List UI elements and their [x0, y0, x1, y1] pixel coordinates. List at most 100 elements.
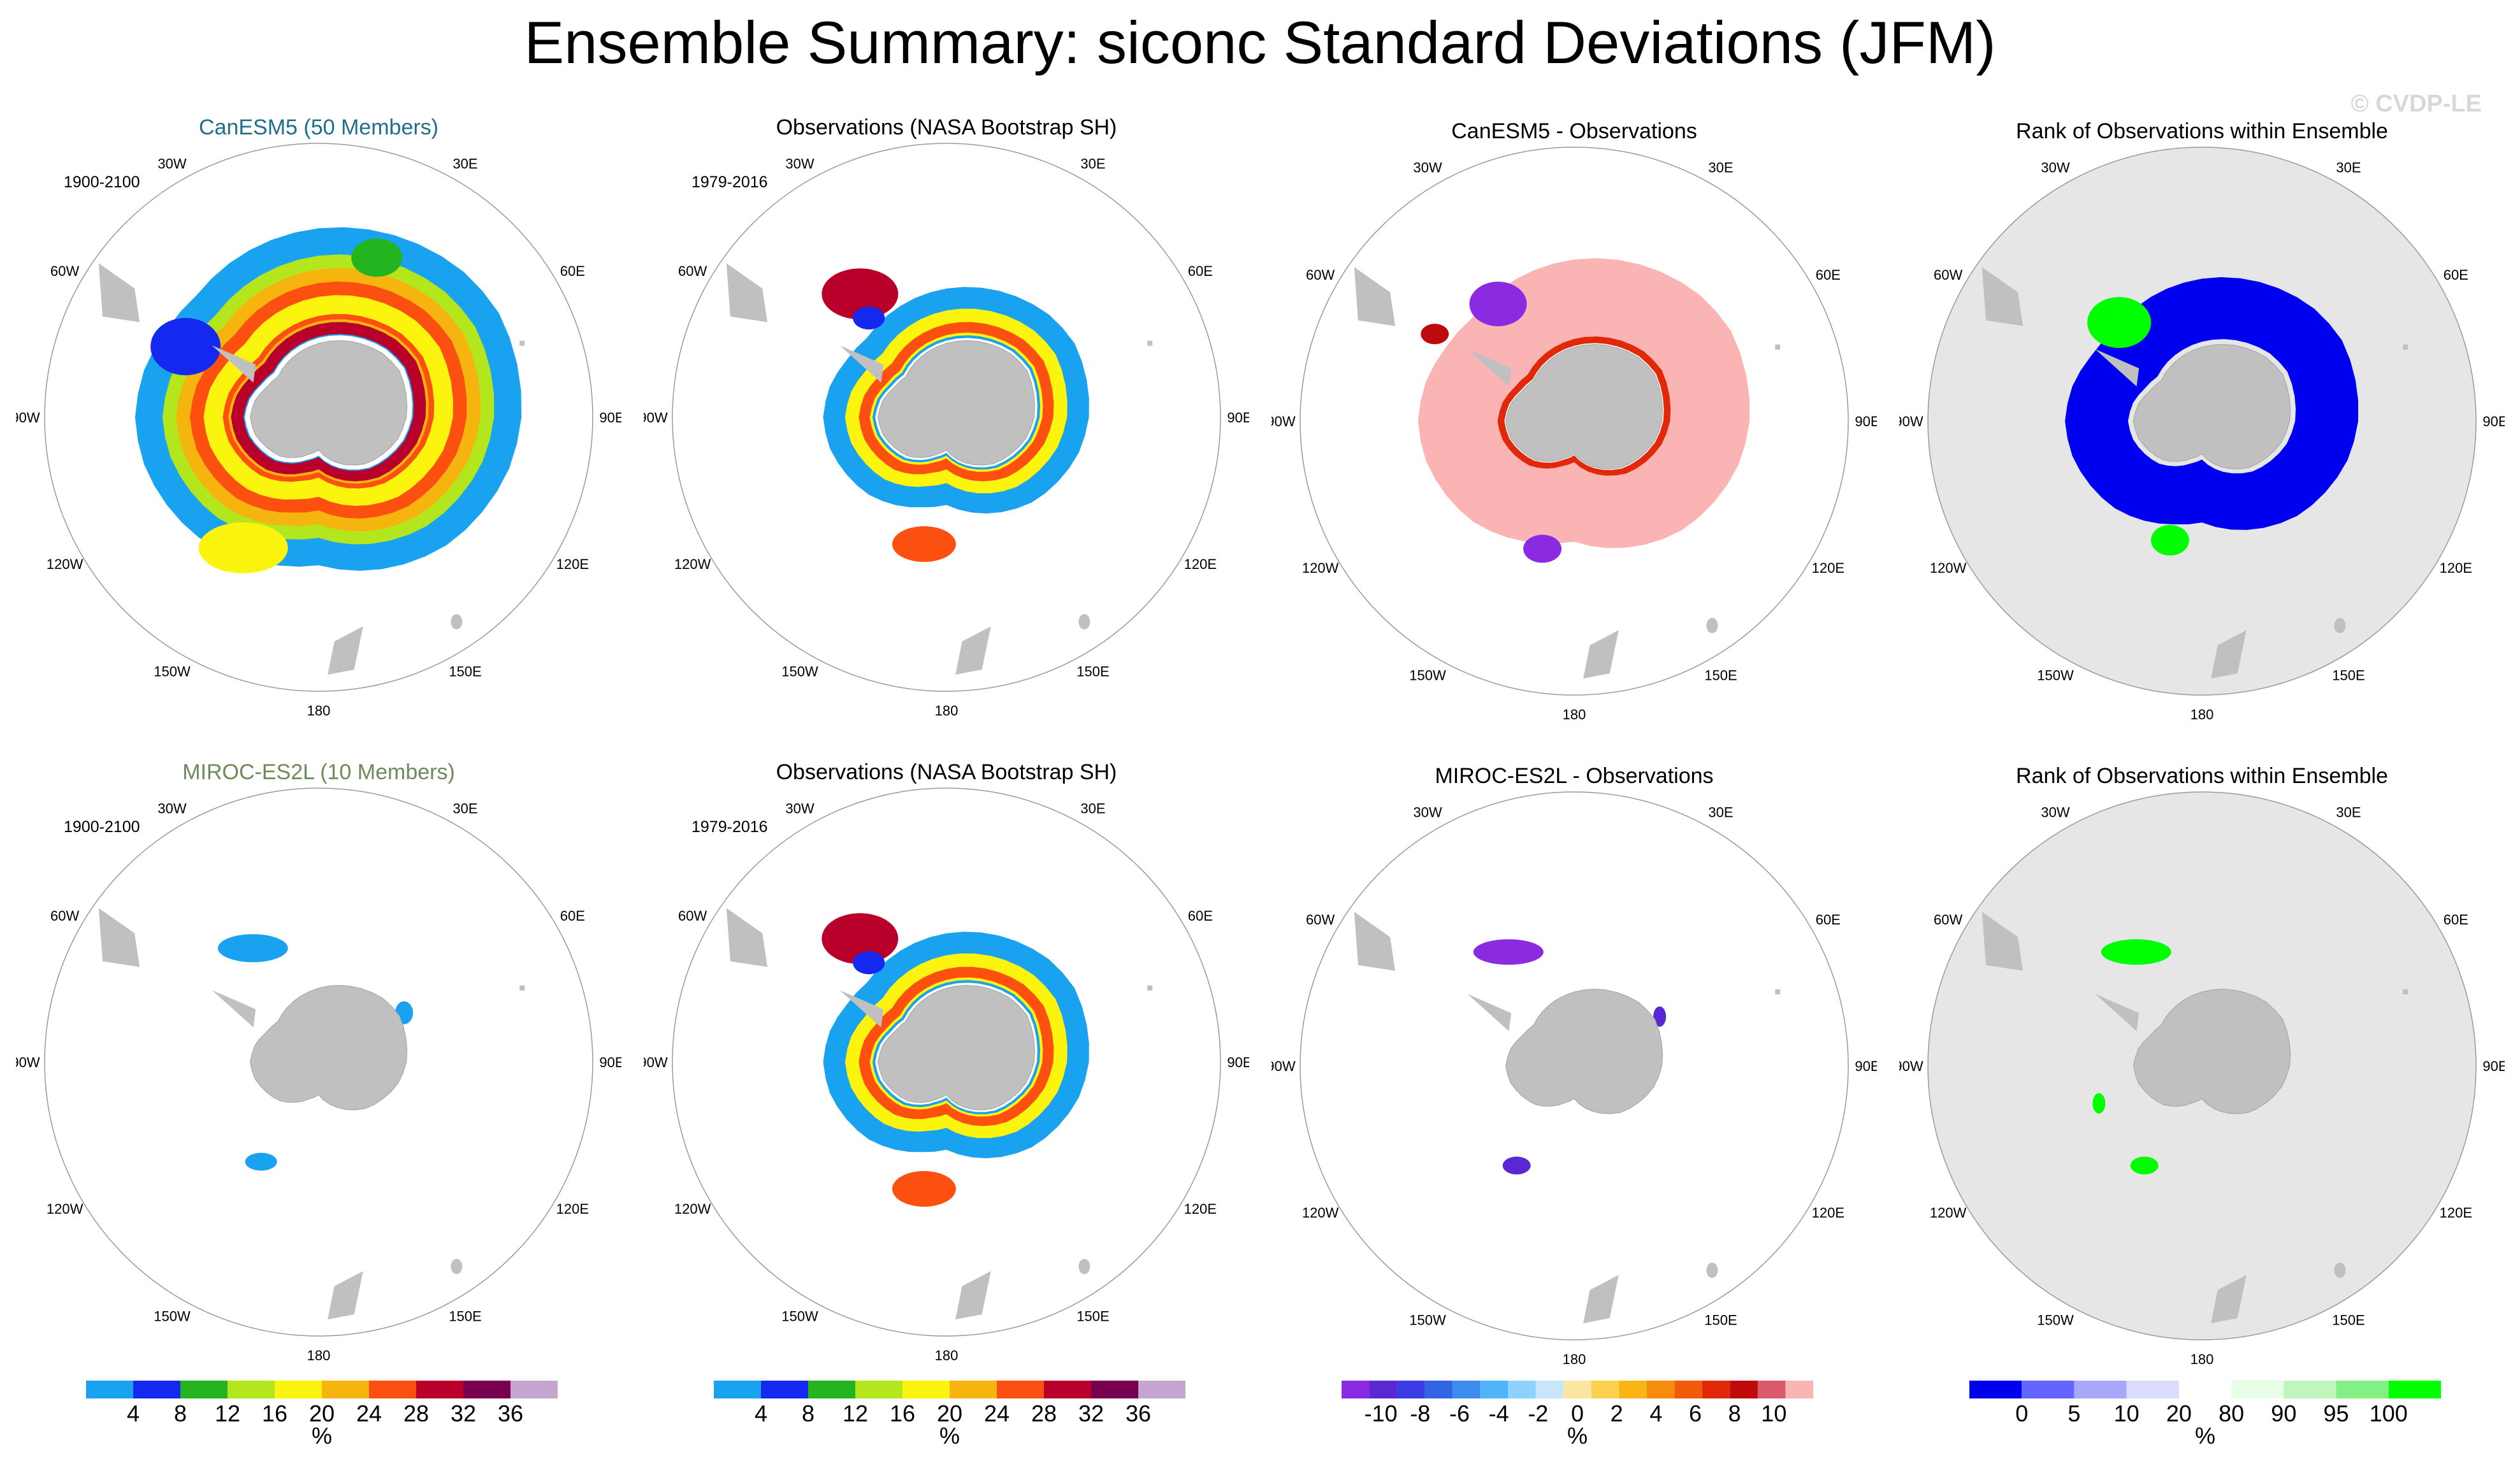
longitude-label: 150E — [449, 663, 481, 679]
colorbar-tick-label: 16 — [262, 1400, 287, 1424]
longitude-label: 90E — [1855, 1058, 1877, 1074]
longitude-label: 60E — [1188, 263, 1213, 279]
antarctic-peninsula — [2095, 993, 2140, 1031]
antarctica-landmass — [2133, 343, 2291, 470]
colorbar-swatch — [902, 1381, 950, 1398]
polar-map: 030E60E90E120E150E180150W120W90W60W30W — [16, 787, 621, 1363]
ross-sea-rank-high — [2130, 1156, 2159, 1175]
weddell-sea-rank-high — [2101, 939, 2171, 965]
colorbar-swatch — [1369, 1381, 1398, 1398]
tasmania — [1706, 1262, 1718, 1278]
colorbar-swatch — [1702, 1381, 1730, 1398]
longitude-label: 120E — [1812, 1205, 1844, 1221]
longitude-label: 60E — [560, 263, 585, 279]
longitude-label: 120W — [1302, 560, 1339, 576]
colorbar-swatch — [1730, 1381, 1758, 1398]
colorbar-swatch — [1591, 1381, 1619, 1398]
colorbar-swatch — [761, 1381, 808, 1398]
colorbar-swatch — [1674, 1381, 1702, 1398]
diff-band-positive — [1417, 258, 1750, 549]
ross-sea-negative — [1523, 535, 1562, 563]
colorbar-swatch — [2284, 1381, 2336, 1398]
longitude-label: 120W — [674, 1201, 711, 1217]
colorbar-tick-label: 90 — [2271, 1400, 2296, 1424]
tasmania — [2334, 617, 2346, 633]
longitude-label: 120E — [1184, 1201, 1217, 1217]
longitude-label: 60W — [50, 908, 79, 924]
longitude-label: 30E — [453, 156, 477, 172]
panel-title: Rank of Observations within Ensemble — [2016, 119, 2388, 143]
new-zealand — [1583, 1275, 1619, 1323]
figure-title: Ensemble Summary: siconc Standard Deviat… — [524, 9, 1996, 76]
south-america-tip — [726, 908, 768, 967]
colorbar-units: % — [939, 1423, 960, 1449]
ross-sea-rank-high — [2150, 524, 2189, 556]
south-america-tip — [98, 908, 140, 967]
antarctica-landmass — [877, 340, 1036, 466]
longitude-label: 30W — [157, 801, 186, 817]
longitude-label: 150E — [1704, 667, 1737, 683]
longitude-label: 120E — [556, 1201, 589, 1217]
weddell-sea-ice — [217, 934, 288, 963]
longitude-label: 90E — [599, 1054, 621, 1070]
diff-colorbar: -10 -8 -6 -4 -2 0 2 4 6 8 10 % — [1335, 1379, 1820, 1456]
colorbar-tick-label: 10 — [1761, 1400, 1786, 1424]
map-boundary — [44, 787, 593, 1337]
polar-map: 030E60E90E120E150E180150W120W90W60W30W — [16, 143, 621, 719]
colorbar-swatch — [1969, 1381, 2022, 1398]
longitude-label: 30E — [1080, 801, 1105, 817]
longitude-label: 90W — [16, 1054, 40, 1070]
antarctic-peninsula — [1467, 993, 1512, 1031]
longitude-label: 60E — [2444, 267, 2468, 283]
colorbar-tick-label: 0 — [2015, 1400, 2028, 1424]
colorbar-swatch — [463, 1381, 511, 1398]
kerguelen-island — [1147, 340, 1153, 346]
map-boundary — [1927, 147, 2477, 696]
longitude-label: 180 — [2191, 1351, 2214, 1367]
longitude-label: 90W — [1899, 413, 1923, 429]
colorbar-swatch — [1785, 1381, 1813, 1398]
colorbar-swatch — [1757, 1381, 1786, 1398]
colorbar-tick-label: 24 — [356, 1400, 382, 1424]
panel-canesm5-rank: Rank of Observations within Ensemble 030… — [1899, 119, 2505, 756]
colorbar-units: % — [2194, 1423, 2215, 1449]
colorbar-swatch — [855, 1381, 902, 1398]
colorbar-tick-label: 100 — [2370, 1400, 2408, 1424]
colorbar-swatch — [1452, 1381, 1481, 1398]
weddell-sea-negative — [1469, 282, 1527, 327]
panel-miroc-rank: Rank of Observations within Ensemble 030… — [1899, 763, 2505, 1400]
colorbar-swatch — [416, 1381, 463, 1398]
new-zealand — [1583, 630, 1619, 679]
longitude-label: 150W — [1409, 1312, 1446, 1328]
sea-ice-field — [822, 268, 1089, 563]
south-america-tip — [1354, 912, 1396, 971]
longitude-label: 90E — [1855, 413, 1877, 429]
longitude-label: 180 — [307, 703, 331, 719]
longitude-label: 120E — [1812, 560, 1844, 576]
longitude-label: 90W — [1271, 1058, 1296, 1074]
longitude-label: 30W — [1413, 805, 1442, 821]
colorbar-tick-label: -2 — [1528, 1400, 1548, 1424]
colorbar-tick-label: 2 — [1611, 1400, 1623, 1424]
colorbar-tick-label: 32 — [451, 1400, 476, 1424]
sea-ice-field — [134, 227, 522, 573]
longitude-label: 150W — [2037, 1312, 2074, 1328]
kerguelen-island — [519, 985, 525, 991]
longitude-label: 90W — [644, 410, 668, 426]
panel-title: Observations (NASA Bootstrap SH) — [776, 115, 1117, 140]
colorbar-tick-label: 8 — [1728, 1400, 1741, 1424]
colorbar-swatch — [1091, 1381, 1138, 1398]
longitude-label: 150E — [2332, 1312, 2364, 1328]
colorbar-tick-label: 0 — [1571, 1400, 1584, 1424]
polar-map: 030E60E90E120E150E180150W120W90W60W30W — [1899, 147, 2505, 722]
longitude-label: 90E — [2482, 1058, 2505, 1074]
longitude-label: 60W — [678, 908, 707, 924]
colorbar-swatch — [1535, 1381, 1564, 1398]
colorbar-tick-label: 8 — [174, 1400, 187, 1424]
longitude-label: 150W — [781, 1308, 818, 1324]
antarctic-peninsula — [2095, 349, 2140, 387]
longitude-label: 60W — [50, 263, 79, 279]
tasmania — [2334, 1262, 2346, 1278]
colorbar-tick-label: 6 — [1689, 1400, 1702, 1424]
map-boundary — [672, 143, 1221, 692]
